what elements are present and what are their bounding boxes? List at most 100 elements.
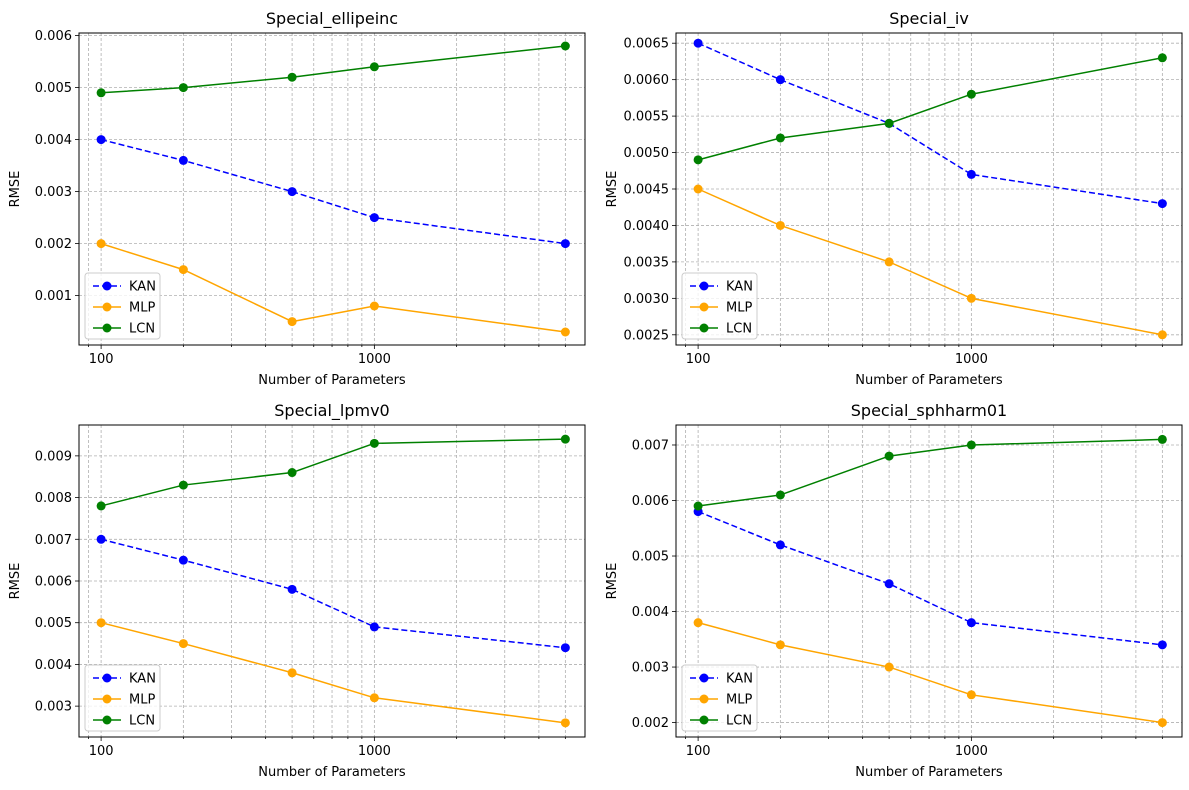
data-point-kan [97,135,106,144]
legend-marker-lcn [700,324,709,333]
data-point-mlp [288,317,297,326]
data-point-lcn [694,502,703,511]
chart-title: Special_iv [889,9,969,29]
y-tick-label: 0.005 [35,81,72,96]
x-axis-label: Number of Parameters [855,373,1003,388]
y-tick-label: 0.002 [35,237,72,252]
data-point-kan [561,643,570,652]
y-tick-label: 0.0060 [624,73,670,88]
series-lcn [694,435,1167,511]
y-tick-label: 0.0025 [624,328,670,343]
data-point-lcn [370,439,379,448]
subplot-4: 10010000.0020.0030.0040.0050.0060.007Spe… [605,401,1182,780]
data-point-kan [967,170,976,179]
data-point-mlp [97,239,106,248]
legend-label: MLP [726,301,752,316]
legend: KANMLPLCN [682,273,757,339]
data-point-kan [776,75,785,84]
data-point-kan [370,622,379,631]
legend-marker-lcn [700,716,709,725]
data-point-mlp [694,618,703,627]
legend-marker-lcn [103,716,112,725]
legend-marker-mlp [103,695,112,704]
y-tick-label: 0.0030 [624,292,670,307]
data-point-mlp [1158,718,1167,727]
legend-marker-lcn [103,324,112,333]
y-tick-label: 0.0035 [624,255,670,270]
series-mlp [694,618,1167,727]
data-point-mlp [885,663,894,672]
data-point-mlp [370,302,379,311]
data-point-kan [885,579,894,588]
data-point-mlp [776,221,785,230]
data-point-kan [967,618,976,627]
y-axis-label: RMSE [605,563,620,600]
y-axis-label: RMSE [8,563,23,600]
series-kan [694,507,1167,649]
data-point-kan [179,556,188,565]
data-point-mlp [561,718,570,727]
data-point-lcn [288,73,297,82]
y-tick-label: 0.007 [632,438,669,453]
y-tick-label: 0.0045 [624,183,670,198]
subplot-3: 10010000.0030.0040.0050.0060.0070.0080.0… [8,401,585,780]
x-tick-label: 100 [89,352,114,367]
y-tick-label: 0.001 [35,289,72,304]
legend-label: LCN [726,322,752,337]
legend-label: MLP [129,693,155,708]
series-line-mlp [101,623,565,723]
x-tick-label: 100 [686,352,711,367]
legend-label: KAN [129,672,156,687]
y-axis-label: RMSE [8,171,23,208]
data-point-lcn [885,119,894,128]
x-axis-label: Number of Parameters [855,765,1003,780]
data-point-mlp [885,257,894,266]
chart-title: Special_lpmv0 [274,401,389,421]
subplot-1: 10010000.0010.0020.0030.0040.0050.006Spe… [8,9,585,388]
legend-marker-mlp [700,303,709,312]
series-line-kan [698,43,1162,203]
data-point-kan [1158,640,1167,649]
series-line-mlp [698,623,1162,723]
data-point-lcn [179,83,188,92]
y-tick-label: 0.009 [35,449,72,464]
x-axis-label: Number of Parameters [258,765,406,780]
y-tick-label: 0.007 [35,533,72,548]
series-mlp [694,185,1167,340]
x-axis-label: Number of Parameters [258,373,406,388]
legend-label: KAN [726,672,753,687]
x-tick-label: 1000 [358,352,391,367]
data-point-lcn [776,490,785,499]
data-point-kan [288,187,297,196]
data-point-mlp [179,265,188,274]
legend-marker-mlp [700,695,709,704]
data-point-mlp [1158,330,1167,339]
series-line-lcn [101,439,565,506]
y-tick-label: 0.006 [632,494,669,509]
legend-marker-kan [700,282,709,291]
data-point-kan [288,585,297,594]
data-point-lcn [1158,435,1167,444]
data-point-lcn [776,133,785,142]
data-point-kan [694,39,703,48]
x-tick-label: 100 [686,744,711,759]
data-point-mlp [561,328,570,337]
data-point-lcn [179,481,188,490]
legend-marker-kan [103,282,112,291]
y-tick-label: 0.004 [35,658,72,673]
data-point-lcn [1158,53,1167,62]
data-point-lcn [561,42,570,51]
data-point-kan [1158,199,1167,208]
data-point-kan [179,156,188,165]
data-point-lcn [370,62,379,71]
legend-label: LCN [129,714,155,729]
y-axis-label: RMSE [605,171,620,208]
y-tick-label: 0.004 [632,605,669,620]
legend-marker-kan [103,674,112,683]
chart-title: Special_ellipeinc [266,9,398,29]
legend-label: KAN [129,280,156,295]
data-point-kan [370,213,379,222]
data-point-lcn [885,452,894,461]
data-point-lcn [288,468,297,477]
data-point-mlp [370,693,379,702]
